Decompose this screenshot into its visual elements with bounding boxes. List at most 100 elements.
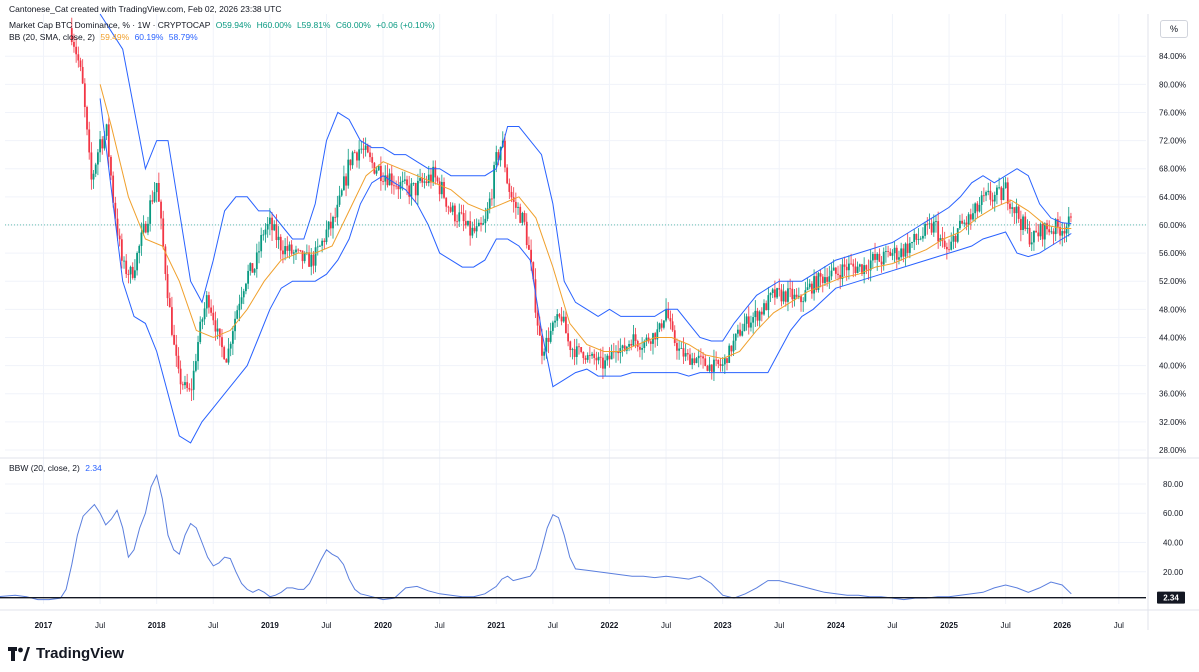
candle-body	[804, 290, 807, 302]
candle-body	[649, 341, 652, 344]
bb-legend[interactable]: BB (20, SMA, close, 2) 59.49% 60.19% 58.…	[9, 32, 201, 42]
bbw-legend[interactable]: BBW (20, close, 2) 2.34	[9, 463, 105, 473]
candle-body	[288, 244, 291, 251]
candle	[1067, 206, 1070, 237]
candle	[575, 338, 578, 365]
candle-body	[987, 190, 990, 193]
candle-body	[708, 364, 711, 371]
candle	[477, 219, 480, 227]
candle-body	[469, 220, 472, 236]
candle-body	[937, 221, 940, 242]
candle-body	[162, 218, 165, 247]
candle-body	[151, 200, 154, 202]
candle	[606, 353, 609, 366]
candle-body	[974, 203, 977, 214]
percent-scale-toggle[interactable]: %	[1160, 20, 1188, 38]
candle-body	[90, 152, 93, 180]
candle	[260, 227, 263, 258]
candle	[1059, 216, 1061, 245]
candle-body	[763, 303, 765, 315]
candle-body	[377, 165, 380, 171]
candle	[891, 249, 894, 261]
candle-body	[147, 223, 149, 233]
candle	[824, 266, 826, 286]
candle-body	[752, 317, 755, 323]
candle	[205, 291, 208, 317]
candle-body	[1070, 216, 1072, 218]
candle	[107, 116, 110, 168]
candle-body	[599, 356, 602, 358]
candle-body	[336, 204, 339, 218]
candle	[1054, 217, 1057, 242]
candle	[162, 210, 165, 250]
candle-body	[571, 349, 574, 351]
time-axis-tick-label: 2019	[261, 621, 279, 630]
candle	[667, 302, 670, 320]
candle	[935, 214, 937, 233]
price-axis-tick-label: 36.00%	[1159, 390, 1186, 399]
tradingview-logo[interactable]: TradingView	[8, 645, 124, 662]
candle-body	[242, 291, 245, 298]
candle-body	[134, 270, 136, 278]
candle	[989, 181, 992, 206]
candle-body	[412, 183, 415, 184]
candle	[73, 33, 75, 53]
candle-body	[491, 198, 493, 200]
candle	[486, 202, 489, 222]
candle	[225, 358, 228, 363]
candle	[1004, 176, 1007, 189]
candle	[347, 148, 350, 189]
candle	[1035, 222, 1038, 233]
candle-body	[364, 145, 367, 150]
candle-body	[826, 277, 829, 282]
candle-body	[560, 316, 563, 322]
candle-body	[828, 276, 831, 282]
candle-body	[928, 223, 931, 225]
candle-body	[954, 235, 957, 242]
bbw-axis-tick-label: 20.00	[1163, 568, 1184, 577]
candle-body	[1067, 216, 1070, 227]
candle-body	[861, 264, 863, 274]
symbol-legend[interactable]: Market Cap BTC Dominance, % · 1W · CRYPT…	[9, 20, 438, 30]
symbol-title: Market Cap BTC Dominance, % · 1W · CRYPT…	[9, 20, 211, 30]
bb-basis-value: 59.49%	[100, 32, 130, 42]
candle	[105, 123, 108, 140]
candle-body	[310, 254, 313, 267]
candle-body	[116, 218, 119, 236]
candle	[358, 140, 361, 169]
candle-body	[114, 202, 117, 219]
time-axis-tick-label: Jul	[774, 621, 784, 630]
candle-body	[120, 239, 123, 261]
candle	[83, 78, 86, 118]
candle-body	[94, 164, 97, 174]
candle	[721, 357, 724, 372]
candle	[926, 217, 929, 235]
candle-body	[338, 195, 341, 205]
candle-body	[290, 244, 293, 254]
candle-body	[416, 180, 419, 196]
candle-body	[423, 181, 426, 183]
candle	[493, 161, 495, 207]
candle	[231, 326, 234, 355]
candle-body	[556, 314, 559, 321]
candle	[961, 213, 964, 224]
candle	[652, 332, 654, 355]
candle-body	[578, 346, 580, 348]
candle	[1037, 224, 1040, 242]
candle-body	[976, 203, 979, 212]
candle	[504, 133, 506, 173]
candle	[288, 241, 291, 259]
candle-body	[399, 182, 402, 190]
candle-body	[245, 283, 247, 292]
candle-body	[454, 205, 456, 222]
candle	[562, 310, 565, 323]
candle-body	[138, 245, 141, 253]
candle-body	[800, 295, 802, 303]
candle-body	[164, 246, 167, 275]
candle-body	[575, 346, 578, 358]
candle-body	[277, 236, 280, 241]
price-axis-tick-label: 56.00%	[1159, 249, 1186, 258]
candle-body	[88, 129, 91, 153]
candle-body	[480, 222, 482, 225]
